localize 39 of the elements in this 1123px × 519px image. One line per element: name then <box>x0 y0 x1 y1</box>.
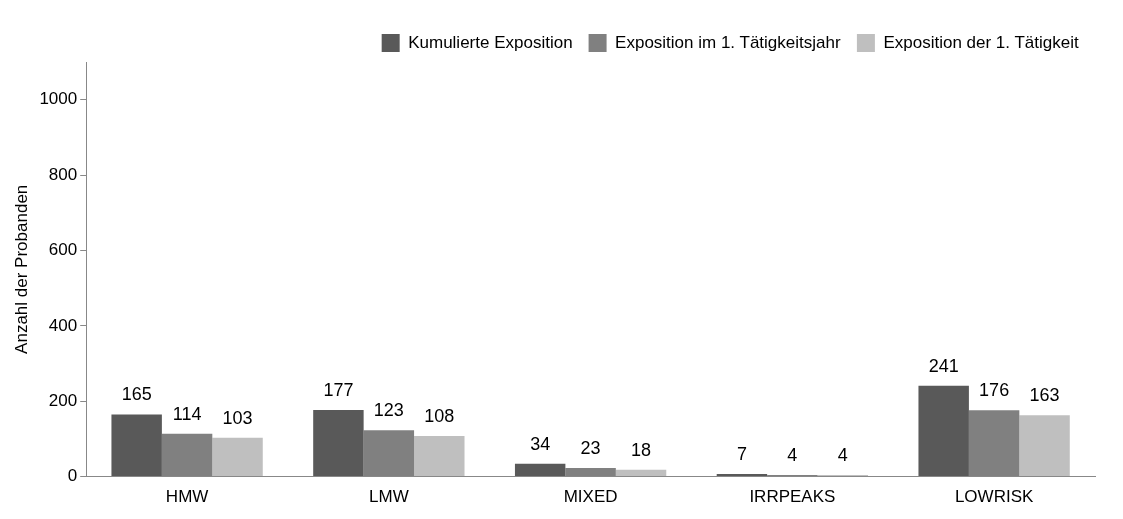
x-tick-label: HMW <box>165 487 209 507</box>
y-tick-label: 200 <box>48 390 78 410</box>
x-tick-label: LMW <box>369 487 409 507</box>
data-label: 114 <box>172 403 202 424</box>
data-label: 108 <box>424 405 455 426</box>
data-label: 177 <box>323 379 354 400</box>
bar <box>716 473 768 477</box>
bar <box>918 385 969 477</box>
data-label: 34 <box>530 433 551 454</box>
bar <box>111 414 162 477</box>
data-label: 176 <box>979 380 1010 401</box>
data-label: 4 <box>787 445 798 466</box>
bar <box>1019 415 1070 477</box>
x-tick-label: LOWRISK <box>954 487 1034 507</box>
legend-label: Exposition im 1. Tätigkeitsjahr <box>615 32 841 52</box>
data-label: 7 <box>736 443 747 464</box>
y-axis-title: Anzahl der Probanden <box>11 184 31 354</box>
y-tick-label: 0 <box>67 466 78 486</box>
data-label: 4 <box>837 445 848 466</box>
x-tick-label: IRRPEAKS <box>749 487 836 507</box>
y-tick-label: 1000 <box>39 89 78 109</box>
data-label: 103 <box>222 407 253 428</box>
bar <box>514 463 566 477</box>
data-label: 123 <box>373 400 404 421</box>
y-tick-label: 800 <box>48 164 78 184</box>
y-tick-label: 600 <box>48 240 78 260</box>
y-tick-label: 400 <box>48 315 78 335</box>
x-tick-label: MIXED <box>563 487 618 507</box>
legend-label: Exposition der 1. Tätigkeit <box>883 32 1079 52</box>
data-label: 241 <box>928 355 959 376</box>
data-label: 165 <box>121 384 152 405</box>
bar <box>212 437 263 477</box>
data-label: 18 <box>631 439 652 460</box>
legend-label: Kumulierte Exposition <box>408 32 573 52</box>
data-label: 163 <box>1029 385 1060 406</box>
bar <box>615 469 667 477</box>
bar <box>414 435 465 477</box>
bar <box>313 409 364 477</box>
data-label: 23 <box>580 437 601 458</box>
